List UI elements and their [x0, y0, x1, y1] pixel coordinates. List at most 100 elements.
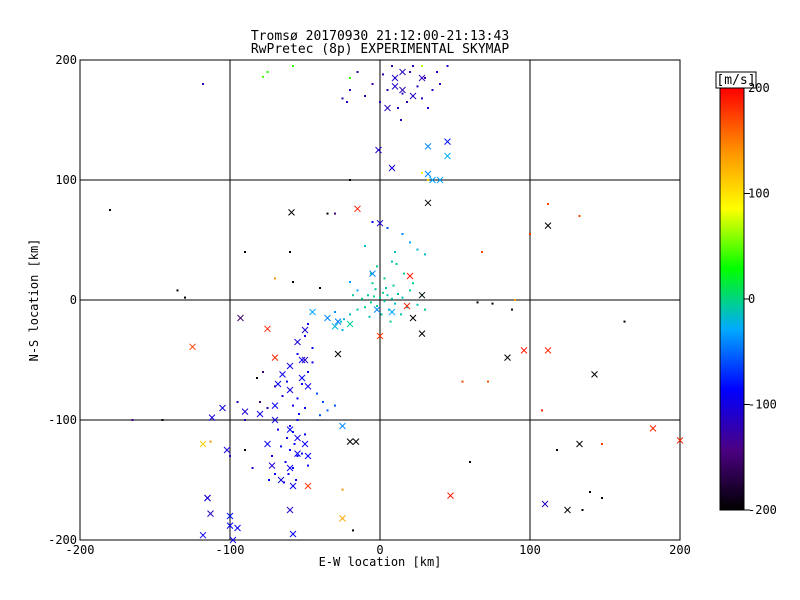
data-point-x: [354, 205, 361, 213]
data-point-x: [373, 306, 381, 313]
data-point-dot: [349, 281, 351, 283]
data-point-dot: [334, 311, 336, 313]
data-point-dot: [244, 419, 246, 421]
data-point-dot: [341, 97, 344, 100]
data-point-dot: [416, 85, 419, 88]
data-point-dot: [439, 83, 441, 85]
data-point-dot: [229, 455, 231, 457]
y-tick-label: -100: [48, 413, 77, 427]
data-point-dot: [376, 305, 378, 307]
data-point-dot: [395, 263, 398, 265]
data-point-dot: [380, 313, 383, 316]
data-point-dot: [400, 313, 402, 316]
data-point-x: [339, 422, 346, 430]
data-point-x: [388, 308, 396, 316]
data-point-dot: [403, 272, 405, 275]
data-point-dot: [427, 107, 429, 109]
data-point-dot: [394, 251, 396, 253]
data-point-dot: [296, 455, 299, 457]
data-point-dot: [292, 281, 294, 283]
data-point-dot: [322, 401, 324, 403]
data-point-x: [324, 314, 331, 322]
data-point-dot: [514, 299, 516, 301]
data-point-dot: [382, 291, 384, 294]
data-point-x: [286, 426, 294, 433]
data-point-x: [279, 371, 286, 378]
data-point-dot: [266, 71, 269, 73]
colorbar-tick-label: 0: [748, 292, 755, 306]
data-point-x: [301, 356, 309, 364]
data-point-x: [436, 176, 444, 184]
data-point-x: [199, 440, 207, 448]
y-ticks: -200 -100 0 100 200: [48, 53, 77, 547]
data-point-x: [334, 350, 342, 358]
colorbar-tick-label: 200: [748, 81, 770, 95]
data-point-x: [304, 452, 312, 460]
data-point-dot: [311, 361, 314, 364]
y-tick-label: 200: [55, 53, 77, 67]
data-point-dot: [286, 437, 288, 439]
data-point-x: [289, 482, 297, 490]
data-point-x: [207, 510, 214, 517]
data-point-dot: [202, 83, 204, 85]
data-point-dot: [262, 75, 264, 78]
colorbar-ticks: -200 -100 0 100 200: [744, 81, 777, 517]
data-point-x: [424, 170, 432, 178]
data-point-dot: [386, 89, 389, 91]
data-point-dot: [581, 509, 584, 511]
data-point-x: [418, 74, 426, 82]
data-point-dot: [161, 419, 164, 421]
data-point-dot: [421, 65, 423, 67]
data-point-x: [298, 356, 306, 364]
data-point-x: [504, 354, 511, 361]
data-point-dot: [424, 77, 426, 79]
data-point-dot: [349, 179, 351, 181]
grid-lines: [80, 60, 680, 540]
data-point-dot: [397, 293, 399, 295]
data-point-dot: [364, 95, 366, 97]
data-point-x: [331, 323, 339, 330]
data-point-x: [289, 530, 297, 538]
data-point-dot: [341, 488, 344, 491]
data-point-dot: [131, 419, 134, 421]
colorbar: [m/s] -200 -100 0 100 200: [715, 71, 777, 517]
data-point-dot: [373, 295, 375, 298]
data-point-dot: [392, 284, 395, 287]
data-point-dot: [370, 301, 372, 304]
data-point-x: [376, 219, 384, 227]
data-point-dot: [446, 65, 449, 67]
data-point-x: [649, 425, 657, 432]
data-point-x: [369, 270, 376, 277]
data-point-dot: [397, 107, 399, 109]
data-point-dot: [304, 433, 306, 436]
data-point-x: [399, 68, 406, 76]
data-point-dot: [341, 329, 344, 331]
data-point-dot: [343, 318, 345, 321]
data-point-dot: [293, 443, 296, 445]
data-point-dot: [589, 491, 591, 493]
data-point-dot: [364, 245, 366, 247]
data-point-dot: [361, 297, 363, 300]
colorbar-tick-label: 100: [748, 187, 770, 201]
data-point-x: [204, 494, 211, 502]
data-point-dot: [431, 89, 434, 91]
data-point-dot: [409, 241, 411, 244]
data-point-dot: [304, 407, 306, 409]
data-point-x: [271, 354, 279, 361]
data-point-dot: [280, 445, 282, 448]
data-point-dot: [307, 323, 309, 325]
chart-title-line1: Tromsø 20170930 21:12:00-21:13:43: [251, 29, 509, 44]
data-point-x: [226, 522, 234, 529]
data-point-dot: [401, 296, 404, 299]
data-point-dot: [409, 289, 411, 292]
data-point-dot: [311, 347, 314, 349]
x-axis-label: E-W location [km]: [319, 555, 442, 569]
data-point-dot: [412, 282, 414, 285]
data-point-dot: [371, 221, 374, 223]
chart-title-line2: RwPretec (8p) EXPERIMENTAL SKYMAP: [251, 42, 509, 57]
data-point-x: [274, 380, 282, 388]
data-point-dot: [296, 419, 299, 421]
data-point-dot: [481, 251, 483, 253]
data-point-x: [444, 138, 451, 145]
